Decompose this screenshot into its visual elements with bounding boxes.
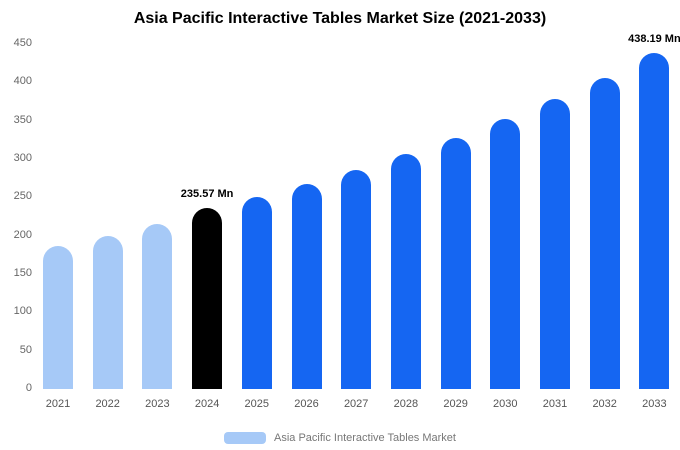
y-axis-tick-label: 350: [13, 113, 32, 126]
bar-2030[interactable]: [490, 119, 521, 389]
bar-2031[interactable]: [540, 99, 570, 389]
legend-swatch: [224, 432, 266, 444]
bar-2028[interactable]: [390, 154, 421, 389]
y-axis-tick-label: 150: [13, 267, 32, 279]
x-axis-tick-label: 2027: [343, 398, 369, 410]
x-axis-tick-label: 2028: [393, 398, 419, 410]
y-axis-tick-label: 450: [13, 37, 32, 49]
x-axis-tick-label: 2031: [542, 398, 568, 410]
x-axis-tick-label: 2029: [443, 398, 468, 410]
x-axis-tick-label: 2024: [194, 398, 220, 410]
x-axis-tick-label: 2022: [95, 398, 120, 410]
bar-value-label: 438.19 Mn: [628, 33, 680, 46]
y-axis-tick-label: 400: [13, 75, 32, 88]
x-axis-tick-label: 2033: [642, 398, 667, 410]
bar-2023[interactable]: [142, 224, 173, 389]
bar-2024[interactable]: [192, 208, 223, 389]
y-axis-tick-label: 250: [13, 190, 32, 203]
bar-2029[interactable]: [440, 137, 471, 389]
x-axis-tick-label: 2032: [592, 398, 617, 410]
bar-2026[interactable]: [291, 184, 322, 389]
y-axis-tick-label: 0: [25, 382, 32, 394]
y-axis-tick-label: 300: [13, 152, 32, 164]
bar-2022[interactable]: [92, 235, 123, 389]
legend[interactable]: Asia Pacific Interactive Tables Market: [0, 432, 680, 444]
bar-2027[interactable]: [341, 169, 372, 389]
chart-title: Asia Pacific Interactive Tables Market S…: [133, 10, 547, 27]
x-axis-tick-label: 2030: [493, 398, 518, 410]
x-axis-tick-label: 2023: [145, 398, 170, 410]
x-axis-tick-label: 2025: [244, 398, 270, 410]
y-axis-tick-label: 50: [19, 343, 32, 356]
bar-2033[interactable]: [639, 53, 670, 389]
y-axis-tick-label: 100: [13, 305, 32, 318]
bar-value-label: 235.57 Mn: [180, 188, 234, 201]
x-axis-tick-label: 2021: [45, 398, 71, 410]
bar-2025[interactable]: [241, 197, 272, 389]
x-axis-tick-label: 2026: [294, 398, 319, 410]
legend-label: Asia Pacific Interactive Tables Market: [274, 432, 456, 444]
bar-2021[interactable]: [43, 246, 73, 389]
bar-2032[interactable]: [589, 77, 620, 389]
y-axis-tick-label: 200: [13, 228, 32, 241]
